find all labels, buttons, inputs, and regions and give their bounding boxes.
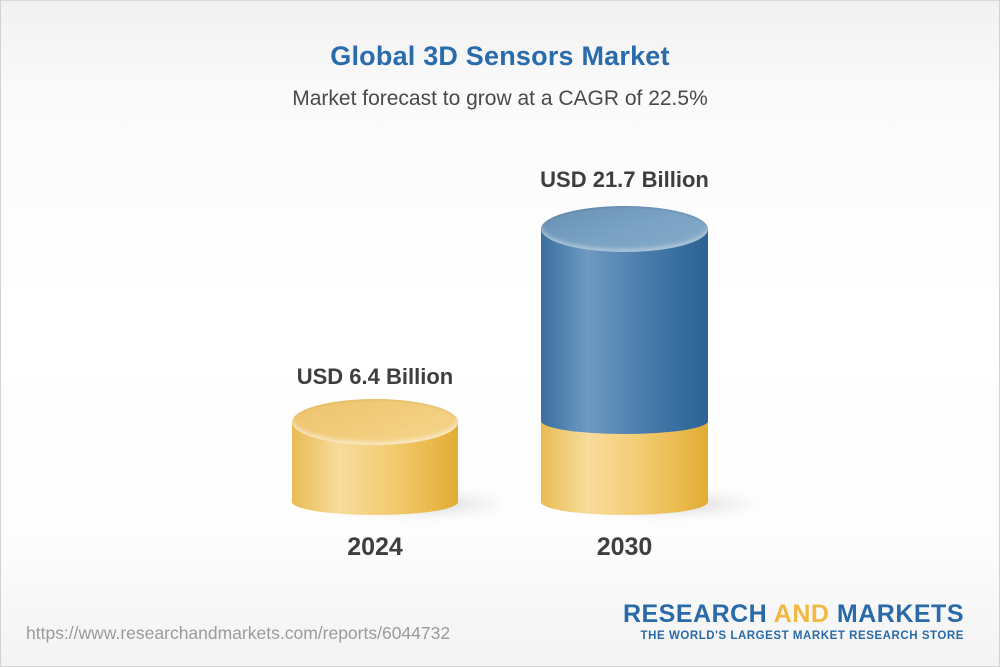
bar-2030-growth-segment: [541, 229, 708, 434]
value-label-2030: USD 21.7 Billion: [540, 167, 709, 192]
research-and-markets-logo[interactable]: RESEARCH AND MARKETS THE WORLD'S LARGEST…: [623, 602, 964, 643]
value-label-2024: USD 6.4 Billion: [296, 364, 454, 389]
category-label-2024: 2024: [347, 533, 403, 561]
category-label-2030: 2030: [596, 533, 653, 561]
logo-word-markets: MARKETS: [836, 600, 964, 628]
bar-2024: [292, 399, 518, 519]
bar-2030-base-segment: [541, 421, 708, 515]
logo-word-and: AND: [773, 600, 830, 628]
bar-2024-top-ellipse: [292, 399, 458, 445]
bar-2030: [541, 206, 769, 519]
bar-2030-top-ellipse: [541, 206, 708, 252]
page-subtitle: Market forecast to grow at a CAGR of 22.…: [292, 87, 708, 110]
logo-tagline: THE WORLD'S LARGEST MARKET RESEARCH STOR…: [640, 630, 964, 642]
logo-word-research: RESEARCH: [622, 600, 768, 628]
logo-wordmark: RESEARCH AND MARKETS: [623, 602, 964, 627]
source-url[interactable]: https://www.researchandmarkets.com/repor…: [26, 623, 451, 643]
page-title: Global 3D Sensors Market: [330, 41, 670, 71]
